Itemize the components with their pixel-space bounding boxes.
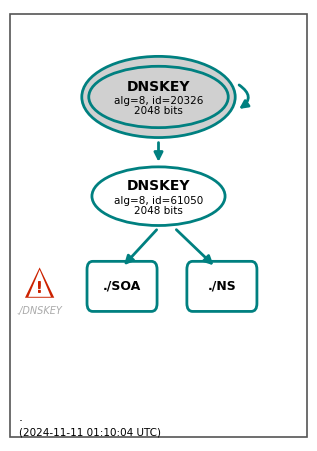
Text: (2024-11-11 01:10:04 UTC): (2024-11-11 01:10:04 UTC)	[19, 428, 161, 438]
Text: ./SOA: ./SOA	[103, 280, 141, 293]
Text: DNSKEY: DNSKEY	[127, 179, 190, 193]
Ellipse shape	[92, 167, 225, 226]
Text: ./DNSKEY: ./DNSKEY	[17, 306, 62, 316]
Text: 2048 bits: 2048 bits	[134, 106, 183, 116]
Text: ./NS: ./NS	[208, 280, 236, 293]
Polygon shape	[28, 270, 51, 297]
Text: !: !	[36, 281, 43, 295]
Text: DNSKEY: DNSKEY	[127, 80, 190, 94]
Text: 2048 bits: 2048 bits	[134, 206, 183, 216]
FancyBboxPatch shape	[187, 262, 257, 311]
Text: !: !	[36, 281, 43, 296]
Polygon shape	[25, 267, 54, 298]
FancyArrowPatch shape	[239, 85, 249, 107]
Text: alg=8, id=20326: alg=8, id=20326	[114, 97, 203, 106]
Text: alg=8, id=61050: alg=8, id=61050	[114, 196, 203, 206]
Text: .: .	[19, 411, 23, 423]
Ellipse shape	[82, 56, 235, 138]
FancyBboxPatch shape	[87, 262, 157, 311]
